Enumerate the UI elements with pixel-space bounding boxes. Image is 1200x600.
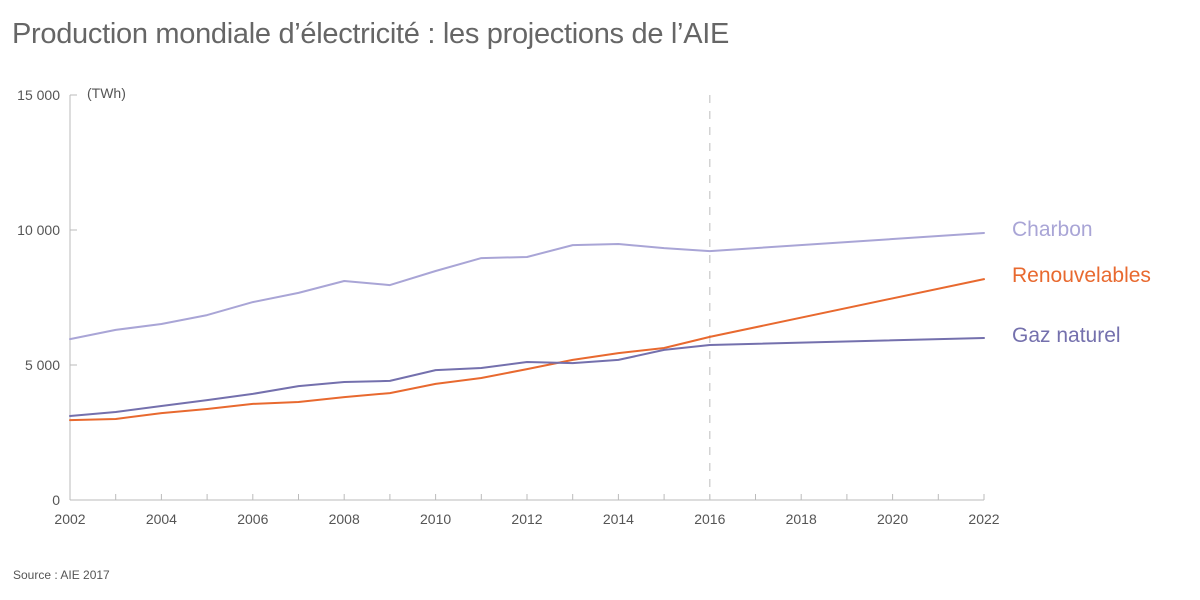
series-line-renouvelables [69, 278, 985, 422]
x-tick-label: 2012 [511, 511, 542, 527]
x-tick-label: 2008 [329, 511, 360, 527]
series-label-renouvelables: Renouvelables [1012, 264, 1151, 287]
series-line-charbon [69, 232, 985, 341]
x-tick-label: 2020 [877, 511, 908, 527]
x-tick-label: 2018 [786, 511, 817, 527]
x-tick-label: 2016 [694, 511, 725, 527]
chart-title: Production mondiale d’électricité : les … [12, 18, 730, 50]
y-tick-label: 15 000 [17, 87, 60, 103]
x-tick-label: 2002 [54, 511, 85, 527]
x-tick-label: 2014 [603, 511, 634, 527]
y-tick-label: 0 [52, 492, 60, 508]
x-tick-label: 2006 [237, 511, 268, 527]
x-tick-label: 2022 [968, 511, 999, 527]
x-tick-label: 2004 [146, 511, 177, 527]
y-tick-label: 10 000 [17, 222, 60, 238]
y-tick-label: 5 000 [25, 357, 60, 373]
series-label-gaz-naturel: Gaz naturel [1012, 324, 1121, 347]
series-labels: Charbon Renouvelables Gaz naturel [1012, 218, 1151, 347]
series-line-gaz-naturel [69, 337, 985, 417]
series-lines [69, 232, 985, 422]
y-unit-label: (TWh) [87, 85, 126, 101]
x-tick-label: 2010 [420, 511, 451, 527]
series-label-charbon: Charbon [1012, 218, 1093, 241]
axes: 0 5 000 10 000 15 000 2002 2004 2006 2008 2010 20… [17, 87, 1000, 527]
source-note: Source : AIE 2017 [13, 568, 110, 582]
